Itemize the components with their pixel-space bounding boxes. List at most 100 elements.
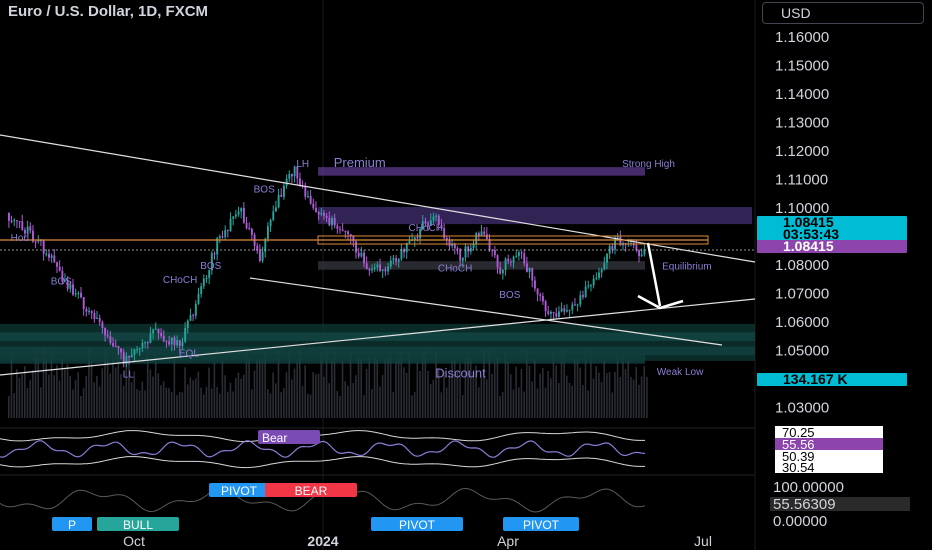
pivot-badge [770,497,910,511]
volume-bar [328,383,330,418]
volume-bar [339,395,341,418]
candle-body [552,311,555,313]
volume-bar [467,354,469,418]
volume-bar [58,380,61,418]
candle-body [24,230,26,234]
volume-bar [248,356,250,418]
candle-body [328,217,331,226]
candle-body [352,236,355,242]
volume-bar [539,373,541,418]
candle-body [563,308,566,312]
volume-bar [66,364,69,418]
candle-body [40,240,42,242]
bear-tag-label: Bear [262,431,287,445]
volume-bar [475,365,477,418]
candle-body [277,194,280,208]
choch-label: CHoCH [163,275,197,286]
candle-body [579,295,582,305]
candle-body [488,239,491,250]
volume-bar [106,351,109,418]
candle-body [56,262,58,267]
candle-body [26,226,29,234]
candle-body [88,311,90,313]
volume-bar [373,357,376,418]
candle-body [435,215,438,217]
candle-body [413,237,416,240]
volume-bar [8,396,10,418]
volume-bar [608,372,611,418]
pivot-tag [371,517,463,531]
volume-bar [624,369,627,418]
candle-body [373,267,376,269]
volume-bar [56,365,58,418]
pivot-tag-label: PIVOT [221,484,258,498]
candle-body [208,270,211,278]
volume-bar [464,361,467,418]
volume-bar [448,374,451,418]
candle-body [491,249,494,251]
volume-bar [261,359,264,418]
volume-bar [341,360,344,418]
volume-bar [443,371,445,418]
volume-bar [347,385,349,418]
time-tick-label: 2024 [307,533,338,549]
volume-bar [16,369,18,418]
candle-body [357,252,360,257]
volume-bar [285,372,288,418]
candle-body [523,253,526,264]
candle-body [509,261,512,263]
candle-body [598,272,600,278]
volume-bar [619,376,622,418]
volume-bar [544,387,547,418]
candle-body [80,292,82,298]
price-badge [757,240,907,253]
candle-body [237,211,240,215]
candle-body [499,267,502,274]
candle-body [344,230,347,232]
volume-bar [266,388,269,418]
candle-body [13,220,16,222]
volume-bar [587,390,589,418]
currency-button[interactable]: USD [762,2,924,24]
candle-body [221,236,224,238]
candle-body [280,194,283,197]
volume-bar [168,387,170,418]
candle-body [363,252,366,264]
volume-bar [371,389,373,418]
candle-body [504,258,507,270]
volume-bar [133,371,136,418]
volume-bar [355,375,357,418]
candle-body [443,228,446,238]
volume-bar [237,372,240,418]
candle-body [496,255,499,268]
candle-body [229,218,232,232]
volume-bar [550,378,552,418]
candle-body [128,355,131,358]
volume-bar [517,387,520,418]
candle-body [536,288,539,295]
candle-body [453,243,456,249]
volume-bar [69,375,72,418]
candle-body [42,240,45,254]
volume-bar [178,391,181,418]
price-tick-label: 1.03000 [775,400,829,417]
candle-body [528,268,531,272]
candle-body [245,222,248,229]
volume-bar [424,350,427,418]
candle-body [582,295,584,297]
volume-bar [579,367,581,418]
volume-bar [202,394,205,418]
candle-body [202,278,205,287]
price-tick-label: 1.12000 [775,143,829,160]
candle-body [48,253,50,258]
volume-bar [205,386,208,418]
candle-body [429,220,432,226]
volume-bar [130,382,133,418]
candle-body [18,221,21,223]
choch-label: CHoCH [438,264,472,275]
candle-body [397,259,400,262]
volume-bar [32,370,34,418]
volume-bar [29,380,31,418]
candle-body [90,311,93,313]
